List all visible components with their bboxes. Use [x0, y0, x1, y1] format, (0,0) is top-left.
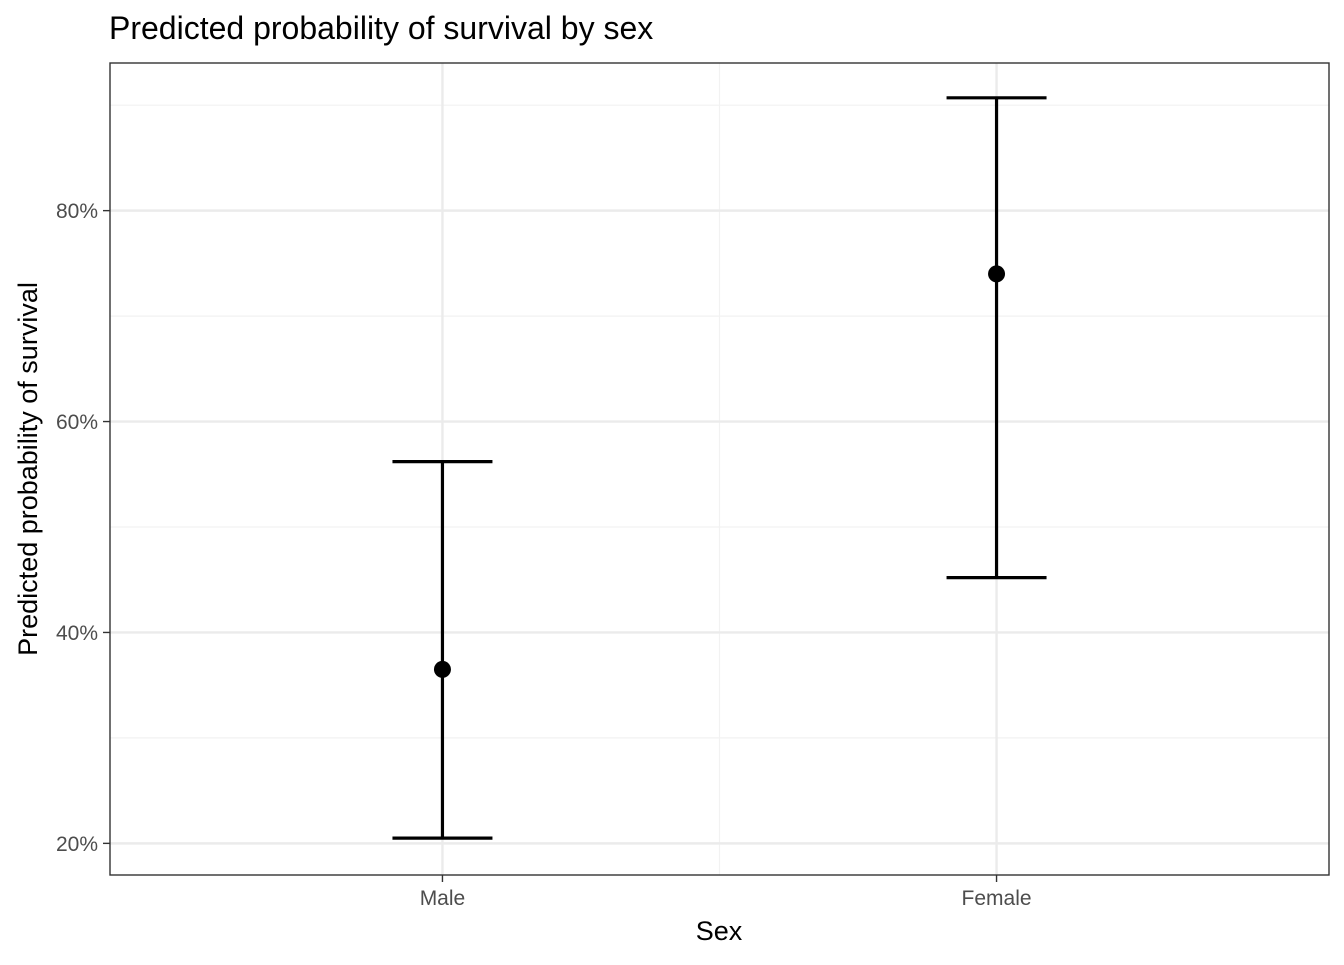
x-tick-label: Male: [420, 887, 466, 910]
chart-title: Predicted probability of survival by sex: [109, 10, 653, 46]
data-layer: [392, 96, 1047, 840]
data-point-male: [433, 660, 451, 678]
axis-layer: 20% 40% 60% 80% Male Female: [56, 62, 1330, 910]
y-tick-label: 40%: [56, 622, 98, 645]
y-tick-label: 60%: [56, 411, 98, 434]
y-axis-title: Predicted probability of survival: [13, 282, 43, 656]
x-tick-label: Female: [962, 887, 1032, 910]
y-tick-label: 20%: [56, 833, 98, 856]
y-tick-label: 80%: [56, 200, 98, 223]
x-axis-title: Sex: [696, 916, 743, 946]
grid-layer: [110, 63, 1329, 875]
data-point-female: [988, 265, 1006, 283]
panel-border: [109, 62, 1330, 876]
